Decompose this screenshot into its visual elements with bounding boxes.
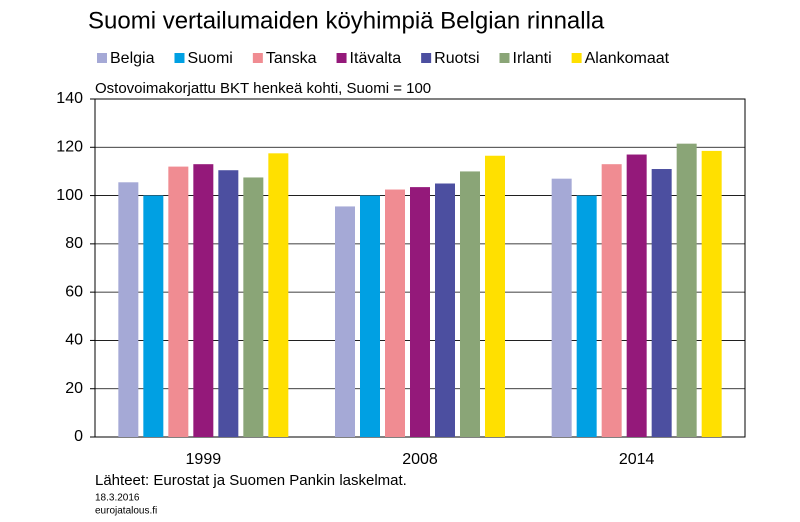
legend-label: Ruotsi (434, 50, 479, 67)
legend-swatch (97, 53, 107, 63)
chart-title: Suomi vertailumaiden köyhimpiä Belgian r… (88, 7, 605, 34)
source: Lähteet: Eurostat ja Suomen Pankin laske… (95, 472, 407, 489)
bar (626, 154, 647, 437)
x-tick-label: 2008 (402, 451, 438, 468)
bar (601, 164, 622, 437)
legend-swatch (421, 53, 432, 63)
bar (701, 150, 722, 437)
legend-swatch (174, 53, 185, 63)
legend-label: Tanska (266, 50, 317, 67)
bar (360, 195, 380, 437)
bar (676, 143, 697, 437)
bar (193, 164, 214, 437)
y-tick-label: 120 (56, 139, 83, 156)
y-tick-label: 140 (56, 90, 83, 107)
bar (143, 195, 164, 437)
legend-label: Belgia (110, 50, 155, 67)
y-tick-label: 60 (65, 283, 83, 300)
bar (335, 206, 355, 437)
bar (243, 177, 264, 437)
subtitle: Ostovoimakorjattu BKT henkeä kohti, Suom… (95, 80, 431, 97)
x-tick-label: 1999 (186, 451, 222, 468)
legend-swatch (499, 53, 510, 63)
bar (651, 169, 672, 437)
bar (168, 166, 189, 437)
x-tick-label: 2014 (619, 451, 655, 468)
bar (218, 170, 239, 437)
y-tick-label: 100 (56, 187, 83, 204)
legend-label: Alankomaat (585, 50, 670, 67)
site: eurojatalous.fi (95, 506, 157, 517)
bar (551, 178, 572, 437)
bar (118, 182, 139, 437)
bar (435, 183, 455, 437)
y-tick-label: 40 (65, 332, 83, 349)
legend-label: Suomi (187, 50, 232, 67)
legend-swatch (336, 53, 347, 63)
bar (268, 153, 289, 438)
bar (576, 195, 597, 437)
y-tick-label: 20 (65, 380, 83, 397)
bar (410, 187, 430, 437)
bar (460, 171, 480, 437)
legend-swatch (571, 53, 582, 63)
bar (385, 189, 405, 437)
bar (485, 155, 505, 437)
y-tick-label: 80 (65, 235, 83, 252)
date: 18.3.2016 (95, 493, 140, 504)
legend-label: Itävalta (350, 50, 402, 67)
legend-swatch (252, 53, 263, 63)
y-tick-label: 0 (74, 428, 83, 445)
legend-label: Irlanti (513, 50, 552, 67)
